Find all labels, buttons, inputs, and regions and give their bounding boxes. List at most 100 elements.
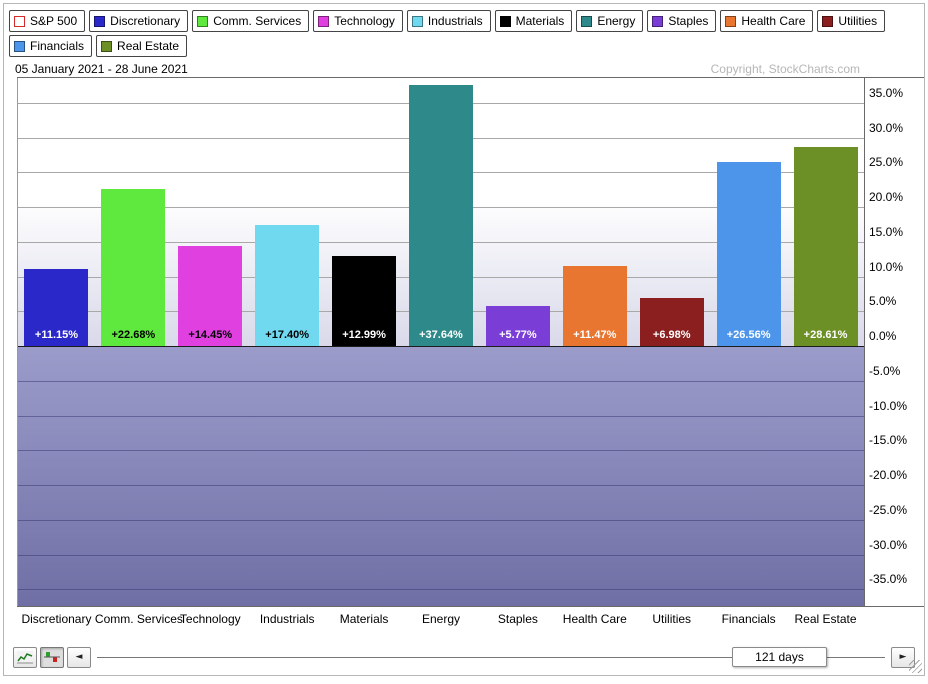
y-axis-label: -15.0% [869,433,907,447]
y-axis: 35.0%30.0%25.0%20.0%15.0%10.0%5.0%0.0%-5… [864,78,924,606]
x-axis-label: Real Estate [787,612,864,629]
legend-swatch [581,16,592,27]
legend-swatch [94,16,105,27]
bar-value-label: +14.45% [172,329,249,341]
gridline [18,450,864,451]
copyright-label: Copyright, StockCharts.com [711,62,860,76]
perfchart-widget: S&P 500DiscretionaryComm. ServicesTechno… [3,3,925,676]
legend-item-utilities[interactable]: Utilities [817,10,885,32]
x-axis-label: Technology [172,612,249,629]
bar-comm-services [101,189,165,347]
legend-label: Staples [668,14,708,28]
legend-row: Financials Real Estate [9,35,924,57]
gridline [18,381,864,382]
x-axis-label: Discretionary [18,612,95,629]
legend-item-real-estate[interactable]: Real Estate [96,35,187,57]
legend-label: Comm. Services [213,14,301,28]
plot-area: +11.15%+22.68%+14.45%+17.40%+12.99%+37.6… [17,78,864,606]
y-axis-label: -30.0% [869,538,907,552]
legend-swatch [725,16,736,27]
legend-label: Materials [516,14,565,28]
x-axis: DiscretionaryComm. ServicesTechnologyInd… [18,607,864,629]
legend-label: Discretionary [110,14,180,28]
legend-swatch [652,16,663,27]
legend-swatch [318,16,329,27]
gridline [18,416,864,417]
date-range-slider-handle[interactable]: 121 days [732,647,827,667]
bar-value-label: +26.56% [710,329,787,341]
legend-item-comm-services[interactable]: Comm. Services [192,10,309,32]
y-axis-label: -35.0% [869,572,907,586]
bar-value-label: +12.99% [326,329,403,341]
bar-value-label: +5.77% [479,329,556,341]
legend: S&P 500 Discretionary Comm. Services Techno… [4,4,924,57]
legend-label: Industrials [428,14,483,28]
gridline [18,485,864,486]
x-axis-label: Health Care [556,612,633,629]
bar-value-label: +37.64% [403,329,480,341]
line-chart-mode-button[interactable] [13,647,37,668]
x-axis-label: Comm. Services [95,612,172,629]
line-chart-icon [17,651,33,664]
legend-item-financials[interactable]: Financials [9,35,92,57]
y-axis-label: -5.0% [869,364,900,378]
legend-item-s-p-500[interactable]: S&P 500 [9,10,85,32]
legend-swatch [822,16,833,27]
histogram-mode-button[interactable] [40,647,64,668]
bar-value-label: +22.68% [95,329,172,341]
legend-item-health-care[interactable]: Health Care [720,10,813,32]
legend-row: S&P 500 Discretionary Comm. Services Techno… [9,10,924,32]
y-axis-label: -10.0% [869,399,907,413]
bar-financials [717,162,781,347]
y-axis-label: 30.0% [869,121,903,135]
legend-label: Technology [334,14,395,28]
legend-swatch [500,16,511,27]
legend-item-staples[interactable]: Staples [647,10,716,32]
legend-label: S&P 500 [30,14,77,28]
y-axis-label: 25.0% [869,155,903,169]
legend-label: Utilities [838,14,877,28]
legend-swatch [412,16,423,27]
legend-swatch [101,41,112,52]
histogram-icon [44,651,60,664]
x-axis-label: Utilities [633,612,710,629]
meta-row: 05 January 2021 - 28 June 2021 Copyright… [4,60,924,77]
bar-real-estate [794,147,858,346]
bar-industrials [255,225,319,346]
x-axis-label: Energy [403,612,480,629]
legend-swatch [14,16,25,27]
plot-bg-negative [18,346,864,606]
legend-label: Health Care [741,14,805,28]
gridline [18,520,864,521]
bar-energy [409,85,473,346]
legend-item-materials[interactable]: Materials [495,10,573,32]
date-range-label: 05 January 2021 - 28 June 2021 [15,62,188,76]
y-axis-label: 20.0% [869,190,903,204]
x-axis-label: Industrials [249,612,326,629]
bar-value-label: +11.15% [18,329,95,341]
bar-value-label: +28.61% [787,329,864,341]
gridline [18,555,864,556]
bar-value-label: +11.47% [556,329,633,341]
chart-row: +11.15%+22.68%+14.45%+17.40%+12.99%+37.6… [17,77,924,607]
y-axis-label: 10.0% [869,260,903,274]
resize-grip[interactable] [909,660,922,673]
y-axis-label: 35.0% [869,86,903,100]
legend-swatch [14,41,25,52]
legend-item-technology[interactable]: Technology [313,10,403,32]
bar-value-label: +6.98% [633,329,710,341]
legend-label: Energy [597,14,635,28]
date-range-slider-track[interactable]: 121 days [97,646,885,668]
legend-label: Real Estate [117,39,179,53]
y-axis-label: 0.0% [869,329,896,343]
y-axis-label: 5.0% [869,294,896,308]
legend-label: Financials [30,39,84,53]
y-axis-label: -25.0% [869,503,907,517]
x-axis-label: Staples [479,612,556,629]
zero-line [18,346,864,347]
legend-item-industrials[interactable]: Industrials [407,10,491,32]
legend-item-discretionary[interactable]: Discretionary [89,10,188,32]
scroll-left-button[interactable]: ◄ [67,647,91,668]
legend-item-energy[interactable]: Energy [576,10,643,32]
x-axis-label: Materials [326,612,403,629]
